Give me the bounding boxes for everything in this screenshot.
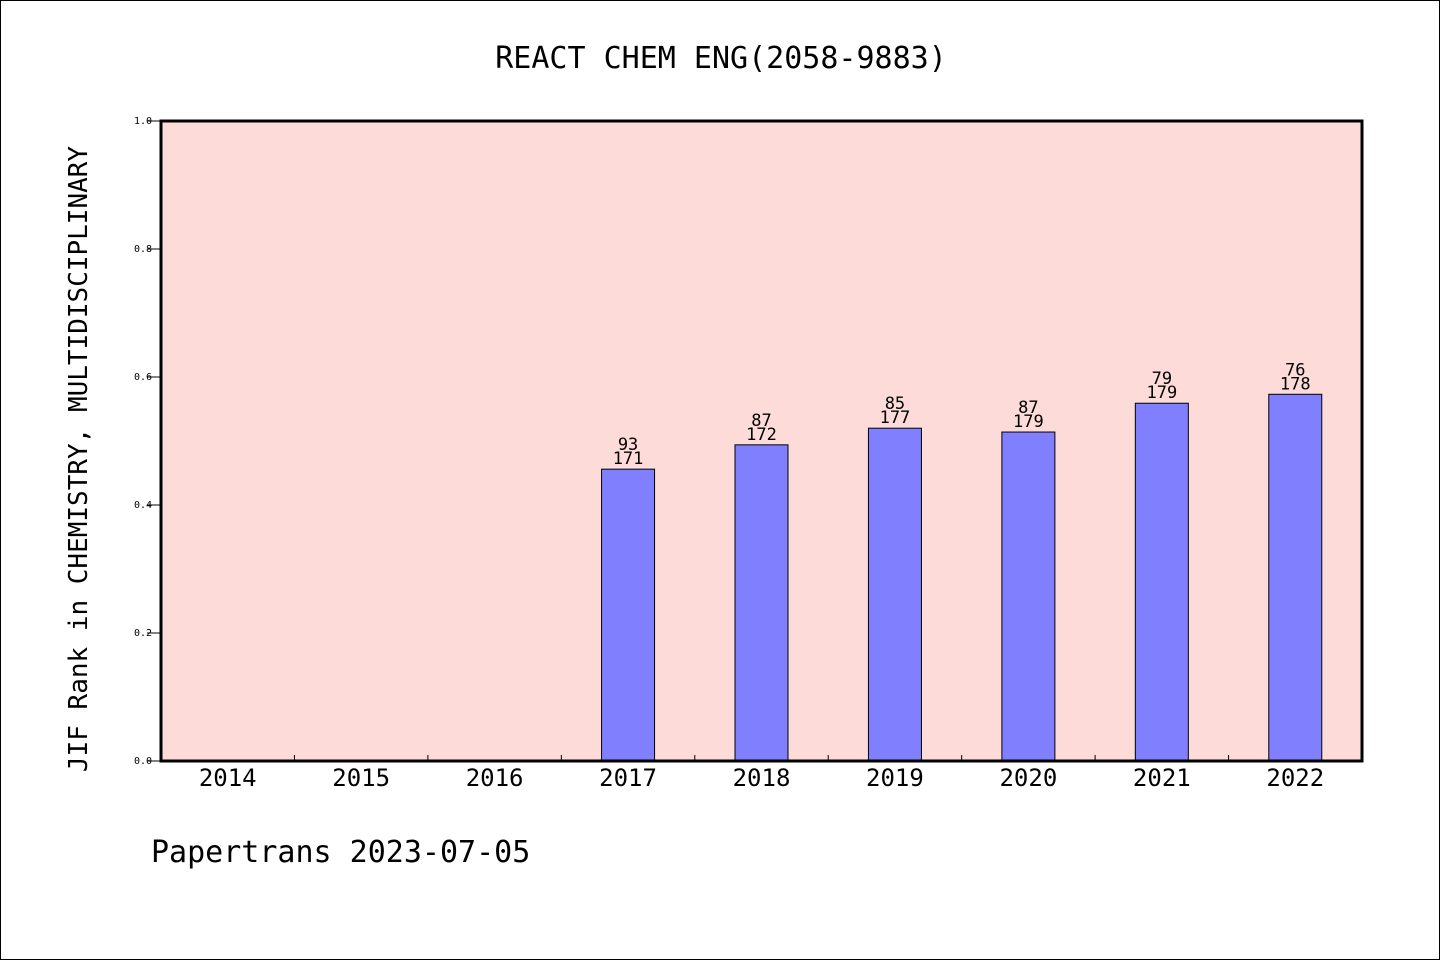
chart-title: REACT CHEM ENG(2058-9883)	[495, 41, 947, 76]
x-tick-label: 2021	[1133, 764, 1191, 792]
bar-total-label: 177	[880, 408, 911, 428]
x-tick-label: 2016	[466, 764, 524, 792]
bar-2018	[734, 444, 789, 762]
bar-2017	[601, 468, 656, 762]
bar-total-label: 179	[1146, 383, 1177, 403]
y-tick-label: 0.0	[134, 756, 152, 767]
bar-total-label: 171	[613, 449, 644, 469]
x-tick-label: 2022	[1266, 764, 1324, 792]
x-tick-label: 2017	[599, 764, 657, 792]
x-tick-label: 2015	[332, 764, 390, 792]
plot-border	[159, 119, 1364, 763]
y-tick-label: 0.8	[134, 244, 152, 255]
y-tick-label: 0.6	[134, 372, 152, 383]
bar-rank-label: 85	[885, 394, 905, 414]
bar-2022	[1268, 393, 1323, 762]
bar-2020	[1001, 431, 1056, 762]
axes: 0.0 0.2 0.4 0.6 0.8 1.0 2014 2015 2016 2017 2018 20…	[134, 116, 1324, 792]
x-tick-label: 2020	[999, 764, 1057, 792]
bar-rank-label: 79	[1152, 369, 1172, 389]
bar-2021	[1134, 402, 1189, 762]
x-tick-label: 2019	[866, 764, 924, 792]
y-tick-label: 0.2	[134, 628, 152, 639]
bar-rank-label: 76	[1285, 360, 1305, 380]
y-tick-label: 1.0	[134, 116, 152, 127]
footer-watermark: Papertrans 2023-07-05	[151, 835, 531, 870]
y-tick-label: 0.4	[134, 500, 152, 511]
x-tick-label: 2014	[199, 764, 257, 792]
bar-2019	[867, 427, 922, 762]
bars	[601, 393, 1323, 762]
bar-rank-label: 87	[751, 411, 771, 431]
bar-total-label: 172	[746, 425, 777, 445]
bar-rank-label: 87	[1018, 398, 1038, 418]
x-tick-label: 2018	[733, 764, 791, 792]
bar-rank-label: 93	[618, 435, 638, 455]
y-axis-label: JIF Rank in CHEMISTRY, MULTIDISCIPLINARY	[64, 146, 94, 772]
bar-total-label: 178	[1280, 374, 1311, 394]
bar-total-label: 179	[1013, 412, 1044, 432]
